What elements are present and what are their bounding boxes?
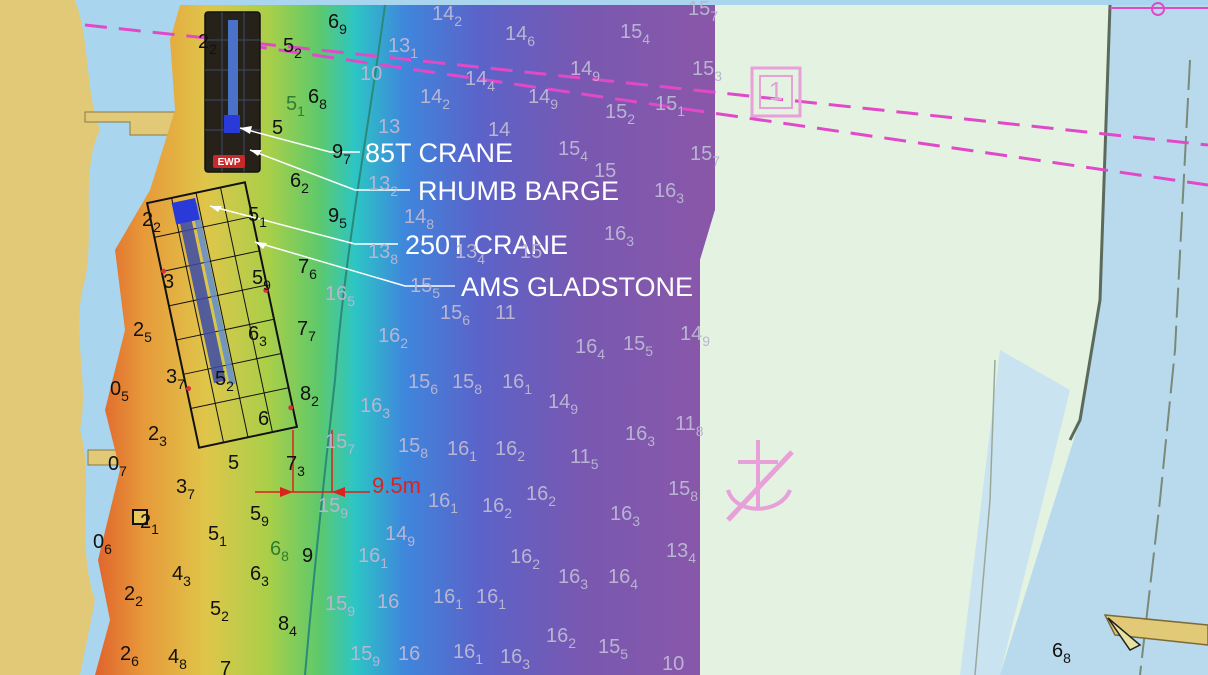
breakwater bbox=[1103, 614, 1208, 646]
limit-line-upper bbox=[84, 23, 1208, 147]
channel-edge-line bbox=[304, 4, 386, 675]
depth-contour-thin bbox=[974, 359, 996, 675]
depth-sounding: 13 bbox=[378, 116, 400, 138]
dimension-label: 9.5m bbox=[372, 473, 421, 498]
anchorage-area-box bbox=[750, 66, 802, 118]
depth-sounding: 155 bbox=[410, 275, 440, 301]
depth-sounding: 16 bbox=[398, 643, 420, 665]
depth-sounding: 155 bbox=[623, 333, 653, 359]
wharf-marker-icon bbox=[132, 509, 148, 525]
depth-sounding: 5 bbox=[272, 117, 283, 139]
depth-sounding: 162 bbox=[495, 438, 525, 464]
depth-sounding: 161 bbox=[447, 438, 477, 464]
clearance-dimension bbox=[255, 430, 370, 493]
250t-crane-body bbox=[171, 198, 200, 225]
depth-sounding: 9 bbox=[302, 545, 313, 567]
depth-sounding: 7 bbox=[220, 658, 231, 675]
depth-sounding: 11 bbox=[495, 302, 516, 324]
depth-contour-line bbox=[1068, 4, 1112, 441]
depth-sounding: 15 bbox=[594, 160, 616, 182]
limit-marker-circle bbox=[1151, 2, 1165, 16]
depth-sounding: 6 bbox=[258, 408, 269, 430]
depth-sounding: 16 bbox=[377, 591, 399, 613]
rhumb-barge-vessel[interactable]: EWP bbox=[204, 11, 261, 173]
callout-leaders bbox=[209, 127, 455, 287]
85t-crane-boom bbox=[228, 20, 238, 120]
channel-area bbox=[1000, 5, 1208, 675]
anchorage-area-box-inner bbox=[759, 75, 793, 109]
depth-sounding: 15 bbox=[520, 241, 542, 263]
anchorage-area-number: 1 bbox=[769, 76, 783, 106]
label-85t-crane: 85T CRANE bbox=[365, 138, 513, 168]
depth-sounding: 3 bbox=[163, 271, 174, 293]
label-ams-gladstone: AMS GLADSTONE bbox=[461, 272, 693, 302]
depth-sounding: 10 bbox=[662, 653, 684, 675]
depth-sounding: 5 bbox=[228, 452, 239, 474]
ewp-label: EWP bbox=[218, 157, 241, 168]
label-rhumb-barge: RHUMB BARGE bbox=[418, 176, 619, 206]
depth-contour-dashed bbox=[1139, 59, 1191, 675]
depth-sounding: 149 bbox=[680, 323, 710, 349]
ewp-marker bbox=[213, 155, 245, 168]
ams-gladstone-vessel[interactable] bbox=[145, 181, 299, 449]
land-coastline bbox=[0, 0, 100, 675]
beacon-icon bbox=[1107, 617, 1142, 651]
85t-crane-body bbox=[224, 115, 240, 133]
limit-line-lower bbox=[244, 43, 1208, 187]
label-250t-crane: 250T CRANE bbox=[405, 230, 568, 260]
depth-sounding: 14 bbox=[488, 119, 510, 141]
250t-crane-boom bbox=[176, 204, 226, 384]
dimension-arrowheads bbox=[280, 487, 345, 497]
shoal-area bbox=[960, 350, 1070, 675]
depth-sounding: 162 bbox=[526, 483, 556, 509]
depth-sounding: 10 bbox=[360, 63, 382, 85]
no-anchoring-icon bbox=[726, 440, 794, 522]
callout-arrowheads bbox=[210, 126, 267, 249]
